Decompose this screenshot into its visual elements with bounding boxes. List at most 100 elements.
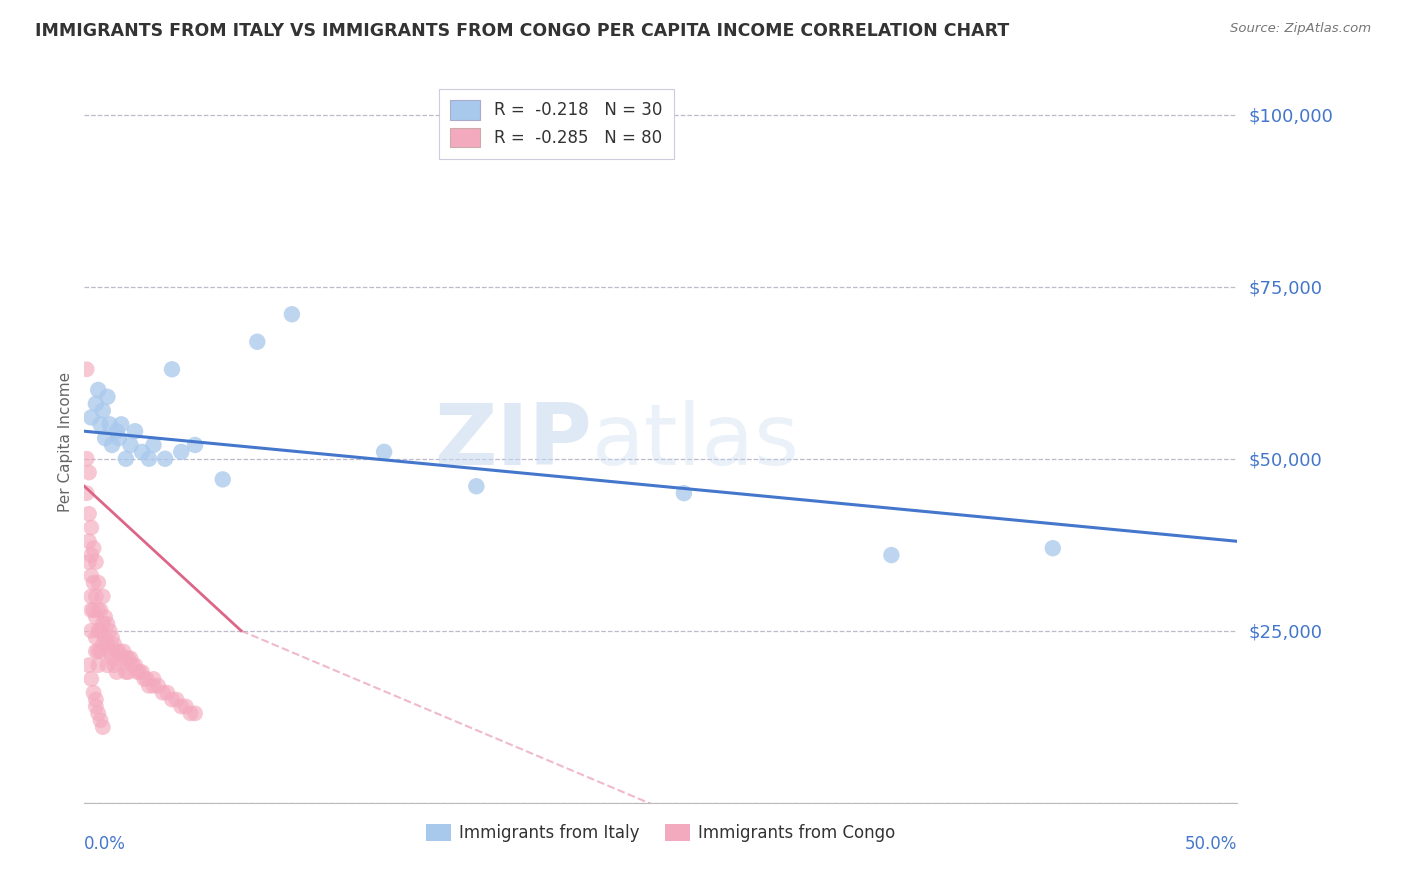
Point xyxy=(83,575,105,590)
Point xyxy=(87,624,110,638)
Point xyxy=(153,451,176,466)
Point xyxy=(131,665,153,679)
Point xyxy=(91,616,114,631)
Point xyxy=(87,575,110,590)
Point xyxy=(91,403,114,417)
Point xyxy=(121,658,143,673)
Point xyxy=(84,699,107,714)
Point xyxy=(110,651,132,665)
Point xyxy=(98,644,121,658)
Point xyxy=(105,424,128,438)
Point xyxy=(465,479,488,493)
Point xyxy=(96,638,118,652)
Point xyxy=(87,658,110,673)
Point xyxy=(120,438,142,452)
Point xyxy=(77,555,100,569)
Point xyxy=(138,679,160,693)
Point xyxy=(77,534,100,549)
Point xyxy=(77,466,100,480)
Point xyxy=(89,624,111,638)
Point xyxy=(84,610,107,624)
Point xyxy=(83,686,105,700)
Text: Source: ZipAtlas.com: Source: ZipAtlas.com xyxy=(1230,22,1371,36)
Point xyxy=(80,603,103,617)
Point xyxy=(87,644,110,658)
Point xyxy=(103,658,125,673)
Point xyxy=(80,520,103,534)
Legend: Immigrants from Italy, Immigrants from Congo: Immigrants from Italy, Immigrants from C… xyxy=(419,817,903,848)
Point xyxy=(80,548,103,562)
Point xyxy=(170,699,193,714)
Point xyxy=(83,603,105,617)
Point xyxy=(134,672,156,686)
Point xyxy=(96,390,118,404)
Point xyxy=(83,541,105,556)
Point xyxy=(84,590,107,604)
Point xyxy=(101,631,124,645)
Y-axis label: Per Capita Income: Per Capita Income xyxy=(58,371,73,512)
Point xyxy=(84,644,107,658)
Point xyxy=(1042,541,1064,556)
Point xyxy=(105,644,128,658)
Point xyxy=(76,486,98,500)
Point xyxy=(98,624,121,638)
Point xyxy=(152,686,174,700)
Point xyxy=(142,672,165,686)
Point xyxy=(184,438,207,452)
Point xyxy=(184,706,207,721)
Point xyxy=(166,692,188,706)
Point xyxy=(80,410,103,425)
Point xyxy=(87,603,110,617)
Point xyxy=(135,672,157,686)
Point xyxy=(131,445,153,459)
Point xyxy=(146,679,169,693)
Point xyxy=(117,651,139,665)
Point xyxy=(373,445,395,459)
Point xyxy=(246,334,269,349)
Point xyxy=(124,424,146,438)
Text: 0.0%: 0.0% xyxy=(84,835,127,854)
Point xyxy=(96,658,118,673)
Text: 50.0%: 50.0% xyxy=(1185,835,1237,854)
Point xyxy=(89,417,111,432)
Point xyxy=(108,644,131,658)
Point xyxy=(89,713,111,727)
Point xyxy=(211,472,233,486)
Point xyxy=(84,555,107,569)
Point xyxy=(108,431,131,445)
Point xyxy=(91,638,114,652)
Point xyxy=(117,665,139,679)
Point xyxy=(89,644,111,658)
Point xyxy=(170,445,193,459)
Point xyxy=(160,692,183,706)
Point xyxy=(281,307,304,321)
Point xyxy=(94,631,117,645)
Point xyxy=(128,665,150,679)
Point xyxy=(142,679,165,693)
Point xyxy=(98,417,121,432)
Point xyxy=(115,665,138,679)
Point xyxy=(80,624,103,638)
Point xyxy=(156,686,179,700)
Point xyxy=(110,417,132,432)
Point xyxy=(76,362,98,376)
Point xyxy=(160,362,183,376)
Point xyxy=(124,658,146,673)
Point xyxy=(174,699,197,714)
Point xyxy=(84,631,107,645)
Point xyxy=(142,438,165,452)
Point xyxy=(77,658,100,673)
Point xyxy=(127,665,149,679)
Point xyxy=(115,651,138,665)
Point xyxy=(87,706,110,721)
Point xyxy=(105,665,128,679)
Point xyxy=(96,616,118,631)
Point xyxy=(179,706,201,721)
Text: atlas: atlas xyxy=(592,400,800,483)
Text: IMMIGRANTS FROM ITALY VS IMMIGRANTS FROM CONGO PER CAPITA INCOME CORRELATION CHA: IMMIGRANTS FROM ITALY VS IMMIGRANTS FROM… xyxy=(35,22,1010,40)
Point xyxy=(80,672,103,686)
Point xyxy=(80,568,103,582)
Point xyxy=(120,651,142,665)
Point xyxy=(84,692,107,706)
Point xyxy=(76,451,98,466)
